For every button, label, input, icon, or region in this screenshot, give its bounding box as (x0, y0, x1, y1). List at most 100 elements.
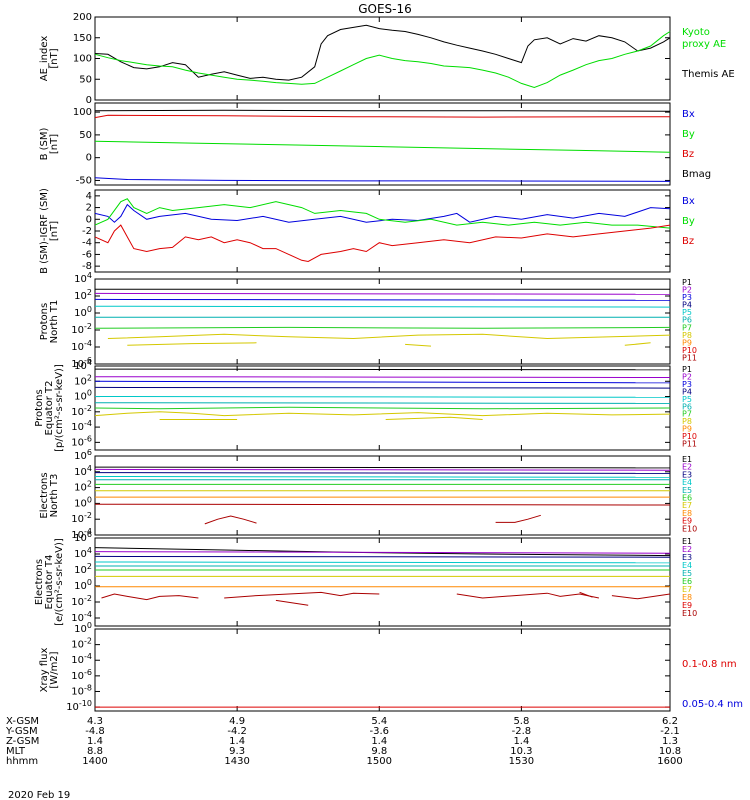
pequator-ylabel: Protons (34, 389, 45, 426)
xaxis-row-name: hhmm (6, 756, 38, 767)
enorth-ylabel: Electrons (39, 472, 50, 518)
eequator-legend-e1: E1 (682, 537, 692, 546)
enorth-legend-e6: E6 (682, 494, 692, 503)
xaxis-row-name: Z-GSM (6, 736, 39, 747)
eequator-ytick-label: 104 (74, 546, 92, 560)
enorth-ytick-label: 10-2 (71, 511, 92, 525)
eequator-series-e2 (94, 551, 671, 554)
pnorth-series-p2 (94, 292, 671, 295)
eequator-legend-e6: E6 (682, 577, 692, 586)
eequator-legend-e4: E4 (682, 561, 692, 570)
bdiff-ytick-label: -4 (82, 238, 92, 249)
pequator-ytick-label: 10-2 (71, 404, 92, 418)
bdiff-ylabel: B (SM)-IGRF (SM) (39, 188, 50, 274)
xray-ytick-label: 10-6 (71, 668, 92, 682)
eequator-legend-e9: E9 (682, 601, 692, 610)
enorth-legend-e3: E3 (682, 470, 692, 479)
eequator-ylabel: Equator T4 (44, 555, 55, 610)
enorth-series-e10a (204, 515, 257, 525)
enorth-ytick-label: 102 (74, 480, 92, 494)
xaxis-row-name: X-GSM (6, 716, 39, 727)
xaxis-tick-label: 10.8 (659, 746, 681, 757)
xaxis-tick-label: 9.8 (371, 746, 387, 757)
eequator-frame (94, 537, 671, 627)
enorth-legend-e5: E5 (682, 486, 692, 495)
xray-frame (94, 628, 671, 712)
xray-ylabel: [W/m2] (49, 651, 60, 688)
pequator-ytick-label: 100 (74, 389, 92, 403)
bdiff-legend-by: By (682, 216, 695, 227)
xaxis-tick-label: 10.3 (510, 746, 532, 757)
enorth-legend-e2: E2 (682, 463, 692, 472)
pequator-legend-p2: P2 (682, 372, 692, 381)
enorth-ylabel: North T3 (49, 474, 60, 518)
enorth-legend-e1: E1 (682, 455, 692, 464)
enorth-legend-e9: E9 (682, 517, 692, 526)
pequator-series-p4 (94, 386, 671, 389)
enorth-legend-e10: E10 (682, 524, 697, 533)
xray-ytick-label: 100 (74, 621, 92, 635)
xaxis-tick-label: 8.8 (87, 746, 103, 757)
bsm-ytick-label: 100 (73, 107, 92, 118)
pequator-ylabel: [p/(cm²-s-sr-keV)] (54, 364, 65, 452)
eequator-ytick-label: 106 (74, 530, 92, 544)
pnorth-ylabel: North T1 (49, 300, 60, 344)
eequator-series-e4 (94, 561, 671, 564)
pnorth-series-p6 (94, 326, 671, 329)
ae-ytick-label: 50 (79, 74, 92, 85)
eequator-ytick-label: 10-2 (71, 594, 92, 608)
eequator-ytick-label: 100 (74, 578, 92, 592)
pnorth-legend-p5: P5 (682, 308, 692, 317)
xray-ytick-label: 10-2 (71, 637, 92, 651)
pnorth-series-p10 (624, 342, 651, 346)
bsm-legend-bmag: Bmag (682, 169, 711, 180)
ae-ytick-label: 0 (86, 95, 92, 106)
xaxis-row-name: MLT (6, 746, 26, 757)
eequator-legend-e8: E8 (682, 593, 692, 602)
pnorth-series-p3 (94, 298, 671, 301)
pequator-legend-p6: P6 (682, 402, 692, 411)
bdiff-ytick-label: 4 (86, 191, 92, 202)
pnorth-series-p8 (127, 342, 257, 346)
enorth-series-e1 (94, 466, 671, 469)
ae-legend-themis-ae: Themis AE (681, 69, 735, 80)
bdiff-ytick-label: 2 (86, 203, 92, 214)
eequator-legend-e5: E5 (682, 569, 692, 578)
xaxis-tick-label: 1.3 (662, 736, 678, 747)
pequator-series-p7 (94, 406, 671, 410)
eequator-ylabel: Electrons (34, 559, 45, 605)
bsm-frame (94, 102, 671, 186)
pequator-series-p5 (94, 396, 671, 398)
pnorth-frame (94, 278, 671, 365)
pnorth-ytick-label: 10-6 (71, 356, 92, 370)
ae-series-kyoto-proxy-ae (94, 31, 671, 89)
ae-ytick-label: 150 (73, 33, 92, 44)
enorth-series-e2 (94, 468, 671, 471)
xray-ytick-label: 10-8 (71, 683, 92, 697)
eequator-series-e9b (224, 591, 380, 599)
xaxis-tick-label: 1.4 (513, 736, 529, 747)
pequator-legend-p4: P4 (682, 387, 692, 396)
pnorth-legend-p7: P7 (682, 323, 692, 332)
pequator-series-p3 (94, 380, 671, 384)
ae-series-themis-ae (94, 24, 671, 81)
xray-legend-0-1-0-8-nm: 0.1-0.8 nm (682, 659, 737, 670)
xaxis-tick-label: 5.8 (513, 716, 529, 727)
xaxis-tick-label: 1430 (224, 756, 249, 767)
pnorth-ytick-label: 102 (74, 288, 92, 302)
bdiff-ytick-label: 0 (86, 214, 92, 225)
xaxis-tick-label: -4.2 (227, 726, 247, 737)
pequator-ytick-label: 104 (74, 358, 92, 372)
eequator-legend-e7: E7 (682, 585, 692, 594)
xaxis-tick-label: 1.4 (87, 736, 103, 747)
eequator-ylabel: [e/(cm²-s-sr-keV)] (54, 538, 65, 626)
pnorth-legend-p3: P3 (682, 293, 692, 302)
pnorth-legend-p4: P4 (682, 301, 692, 310)
eequator-ytick-label: 102 (74, 562, 92, 576)
pequator-series-p10 (385, 416, 483, 420)
bdiff-series-bx (94, 203, 671, 223)
plot-title: GOES-16 (358, 2, 412, 16)
bsm-series-bz (94, 114, 671, 119)
ae-ylabel: [nT] (49, 48, 60, 68)
pequator-legend-p8: P8 (682, 417, 692, 426)
